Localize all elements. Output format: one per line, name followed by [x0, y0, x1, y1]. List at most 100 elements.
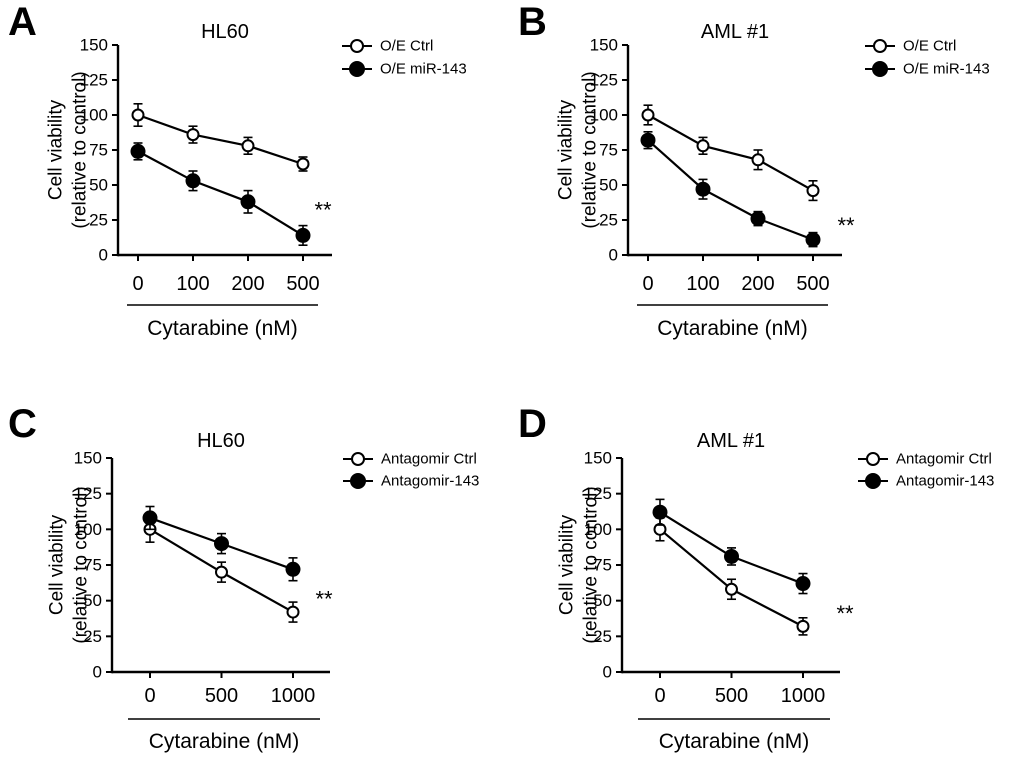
y-axis-title-line2: (relative to control)	[71, 486, 92, 643]
filled-circle-marker	[652, 504, 668, 520]
y-tick-label: 125	[584, 484, 612, 503]
open-circle-marker	[186, 128, 200, 142]
legend-item: Antagomir-143	[858, 473, 994, 490]
legend-item: O/E Ctrl	[865, 38, 956, 55]
open-circle-marker	[350, 39, 364, 53]
x-axis-title: Cytarabine (nM)	[659, 730, 810, 753]
y-tick-label: 75	[593, 556, 612, 575]
open-circle-marker	[725, 582, 738, 596]
y-tick-label: 50	[593, 591, 612, 610]
open-circle-marker	[131, 108, 145, 122]
filled-circle-marker	[349, 61, 365, 77]
y-tick-label: 125	[74, 484, 102, 503]
legend-item: O/E Ctrl	[342, 38, 433, 55]
series-line-open	[659, 528, 804, 628]
y-axis-title-line1: Cell viability	[47, 514, 68, 615]
filled-circle-marker	[865, 473, 881, 489]
x-tick-label: 100	[176, 273, 209, 295]
series-line-open	[647, 114, 814, 192]
legend-label: Antagomir-143	[896, 473, 994, 490]
y-tick-label: 0	[99, 246, 108, 265]
x-tick-label: 500	[205, 685, 238, 707]
chart-title: AML #1	[697, 430, 765, 452]
legend-label: Antagomir-143	[381, 473, 479, 490]
y-axis-title-line1: Cell viability	[46, 99, 67, 200]
x-axis-title: Cytarabine (nM)	[149, 730, 300, 753]
open-circle-marker	[296, 157, 310, 171]
y-tick-label: 100	[74, 520, 102, 539]
x-tick-label: 100	[686, 273, 719, 295]
open-circle-marker	[866, 452, 880, 466]
x-axis-title: Cytarabine (nM)	[657, 317, 808, 340]
open-circle-marker	[751, 153, 765, 167]
y-tick-label: 125	[590, 71, 618, 90]
y-tick-label: 25	[599, 211, 618, 230]
filled-circle-marker	[805, 232, 821, 248]
legend-item: Antagomir Ctrl	[858, 451, 992, 468]
legend-label: Antagomir Ctrl	[381, 451, 477, 468]
open-circle-marker	[796, 619, 810, 633]
filled-circle-marker	[750, 211, 766, 227]
filled-circle-marker	[214, 536, 229, 552]
open-circle-marker	[286, 605, 300, 619]
y-tick-label: 100	[584, 520, 612, 539]
y-axis-title-line2: (relative to control)	[581, 486, 602, 643]
x-tick-label: 1000	[781, 685, 826, 707]
y-tick-label: 0	[603, 663, 612, 682]
chart-panel-a: 0 25 50 75 100 125 150 0 100 200 500 Cytarabine (nM…	[46, 21, 467, 340]
x-tick-label: 500	[715, 685, 748, 707]
filled-circle-marker	[724, 548, 739, 564]
y-axis-title-line1: Cell viability	[556, 99, 577, 200]
x-tick-label: 0	[654, 685, 665, 707]
filled-circle-marker	[350, 473, 366, 489]
legend-label: O/E miR-143	[380, 61, 467, 78]
filled-circle-marker	[695, 181, 711, 197]
legend-item: Antagomir Ctrl	[343, 451, 477, 468]
y-tick-label: 25	[593, 627, 612, 646]
chart-title: HL60	[201, 21, 249, 43]
chart-title: HL60	[197, 430, 245, 452]
open-circle-marker	[241, 139, 255, 153]
y-tick-label: 125	[80, 71, 108, 90]
legend-item: O/E miR-143	[342, 61, 467, 78]
legend-label: O/E Ctrl	[380, 38, 433, 55]
y-tick-label: 0	[609, 246, 618, 265]
chart-panel-b: 0 25 50 75 100 125 150 0 100 200 500 Cytarabine (nM…	[556, 21, 990, 340]
y-tick-label: 150	[74, 449, 102, 468]
open-circle-marker	[696, 139, 710, 153]
x-tick-label: 500	[796, 273, 829, 295]
significance-asterisks: **	[314, 198, 332, 223]
y-axis-title-line2: (relative to control)	[70, 71, 91, 228]
chart-title: AML #1	[701, 21, 769, 43]
filled-circle-marker	[872, 61, 888, 77]
filled-circle-marker	[295, 227, 311, 243]
y-tick-label: 50	[599, 176, 618, 195]
open-circle-marker	[351, 452, 365, 466]
x-tick-label: 500	[286, 273, 319, 295]
y-tick-label: 25	[89, 211, 108, 230]
x-tick-label: 0	[642, 273, 653, 295]
y-tick-label: 50	[83, 591, 102, 610]
filled-circle-marker	[142, 510, 158, 526]
y-tick-label: 0	[93, 663, 102, 682]
significance-asterisks: **	[315, 587, 333, 612]
legend-label: O/E Ctrl	[903, 38, 956, 55]
x-tick-label: 200	[231, 273, 264, 295]
open-circle-marker	[806, 184, 820, 198]
y-tick-label: 75	[89, 141, 108, 160]
legend-item: Antagomir-143	[343, 473, 479, 490]
open-circle-marker	[641, 108, 655, 122]
y-tick-label: 75	[599, 141, 618, 160]
legend-item: O/E miR-143	[865, 61, 990, 78]
y-axis-title-line1: Cell viability	[557, 514, 578, 615]
panel-letter-d: D	[518, 402, 547, 446]
y-tick-label: 75	[83, 556, 102, 575]
x-tick-label: 1000	[271, 685, 316, 707]
y-axis-title-line2: (relative to control)	[580, 71, 601, 228]
legend-label: Antagomir Ctrl	[896, 451, 992, 468]
legend-label: O/E miR-143	[903, 61, 990, 78]
y-tick-label: 150	[80, 36, 108, 55]
panel-letter-a: A	[8, 0, 37, 44]
series-line-filled	[647, 139, 814, 241]
